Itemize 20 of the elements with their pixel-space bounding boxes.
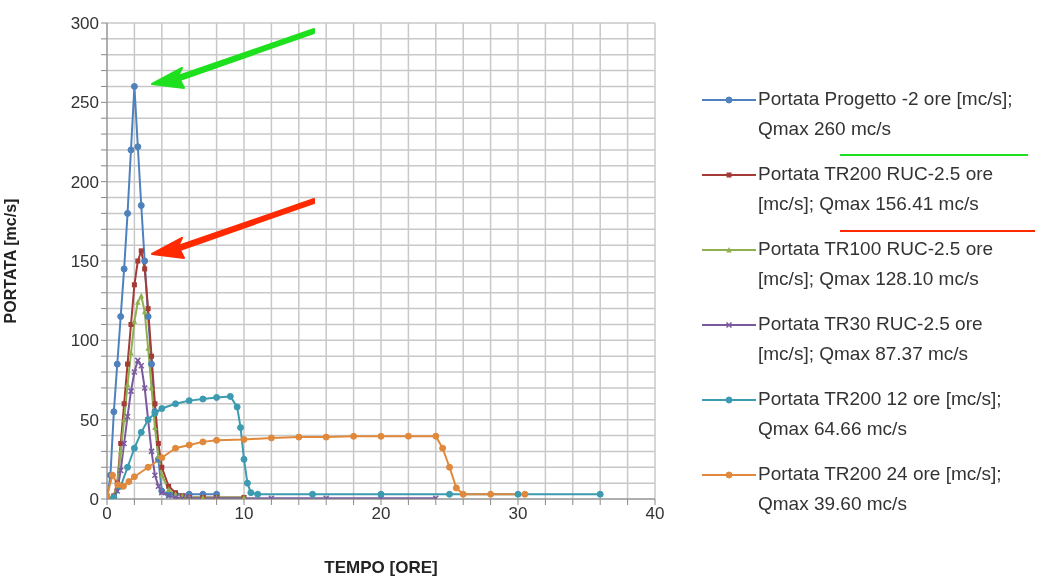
- y-tick-label: 100: [70, 331, 99, 351]
- x-axis-title: TEMPO [ORE]: [324, 558, 438, 577]
- x-tick-label: 10: [234, 504, 254, 524]
- legend-label: Portata TR200 24 ore [mc/s]; Qmax 39.60 mc/s: [758, 462, 1003, 516]
- legend-label: Portata Progetto -2 ore [mc/s]; Qmax 260 mc/s: [758, 87, 1014, 141]
- x-tick-label: 0: [102, 504, 112, 524]
- y-tick-label: 0: [89, 490, 99, 510]
- legend-label: Portata TR30 RUC-2.5 ore [mc/s]; Qmax 87.37 mc/s: [758, 312, 984, 366]
- y-tick-label: 200: [70, 172, 99, 192]
- legend-label: Portata TR100 RUC-2.5 ore [mc/s]; Qmax 128.10 mc/s: [758, 237, 995, 291]
- y-tick-label: 150: [70, 252, 99, 272]
- x-tick-label: 20: [371, 504, 391, 524]
- y-axis-title: PORTATA [mc/s]: [1, 198, 19, 324]
- x-tick-label: 40: [645, 504, 665, 524]
- legend-label: Portata TR200 12 ore [mc/s]; Qmax 64.66 mc/s: [758, 387, 1003, 441]
- x-tick-label: 30: [508, 504, 528, 524]
- y-tick-label: 250: [70, 93, 99, 113]
- legend-label: Portata TR200 RUC-2.5 ore [mc/s]; Qmax 156.41 mc/s: [758, 162, 995, 216]
- y-tick-label: 300: [70, 14, 99, 34]
- y-tick-label: 50: [80, 410, 99, 430]
